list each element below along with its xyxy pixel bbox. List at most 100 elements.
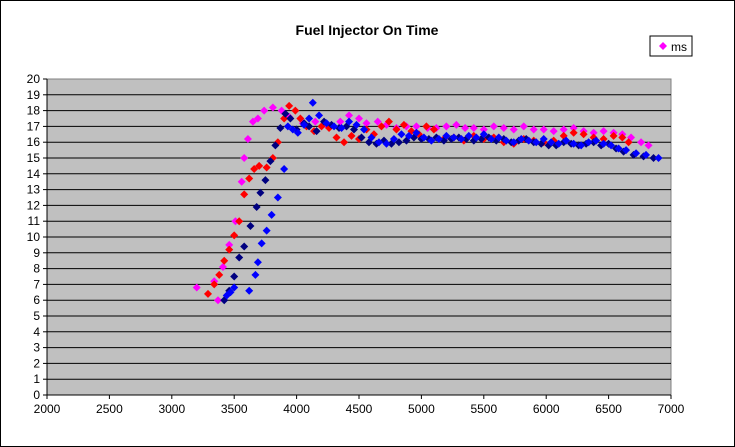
y-tick-label: 4 bbox=[33, 325, 40, 339]
x-tick-label: 4000 bbox=[283, 402, 310, 416]
data-point bbox=[559, 125, 568, 134]
data-point bbox=[235, 253, 244, 262]
data-point bbox=[240, 154, 249, 162]
data-point bbox=[332, 133, 341, 142]
data-point bbox=[291, 106, 300, 115]
data-point bbox=[549, 127, 558, 136]
x-tick-label: 2000 bbox=[34, 402, 61, 416]
data-point bbox=[607, 141, 616, 150]
data-point bbox=[347, 131, 356, 140]
data-point bbox=[547, 138, 556, 147]
data-point bbox=[524, 136, 533, 145]
data-point bbox=[649, 154, 658, 162]
data-point bbox=[253, 114, 262, 123]
data-point bbox=[434, 135, 443, 144]
data-points bbox=[192, 98, 663, 305]
data-point bbox=[226, 288, 235, 297]
data-point bbox=[322, 119, 331, 128]
data-point bbox=[240, 190, 249, 199]
data-point bbox=[373, 117, 382, 126]
data-point bbox=[502, 136, 511, 145]
data-point bbox=[312, 127, 321, 136]
data-point bbox=[442, 131, 451, 140]
data-point bbox=[519, 122, 528, 131]
data-point bbox=[337, 123, 346, 132]
data-point bbox=[614, 144, 623, 153]
data-point bbox=[487, 135, 496, 144]
data-point bbox=[412, 128, 421, 137]
data-point bbox=[469, 123, 478, 132]
data-point bbox=[394, 138, 403, 147]
data-point bbox=[489, 122, 498, 131]
data-point bbox=[218, 263, 227, 272]
data-point bbox=[285, 101, 294, 110]
data-point bbox=[262, 163, 271, 172]
data-point bbox=[449, 133, 458, 142]
data-point bbox=[422, 122, 431, 131]
y-tick-label: 16 bbox=[27, 135, 41, 149]
data-point bbox=[245, 286, 254, 295]
x-tick-label: 3500 bbox=[221, 402, 248, 416]
y-tick-label: 5 bbox=[33, 309, 40, 323]
y-tick-label: 0 bbox=[33, 388, 40, 402]
data-point bbox=[330, 122, 339, 131]
data-point bbox=[257, 239, 266, 248]
data-point bbox=[592, 136, 601, 145]
data-point bbox=[280, 165, 289, 174]
data-point bbox=[245, 174, 254, 183]
x-tick-label: 6500 bbox=[595, 402, 622, 416]
data-point bbox=[452, 120, 461, 129]
data-point bbox=[362, 119, 371, 128]
data-point bbox=[215, 270, 224, 279]
data-point bbox=[230, 231, 239, 240]
data-point bbox=[250, 165, 259, 174]
y-tick-label: 2 bbox=[33, 356, 40, 370]
data-point bbox=[599, 139, 608, 148]
x-tick-label: 2500 bbox=[96, 402, 123, 416]
data-point bbox=[539, 125, 548, 134]
data-point bbox=[569, 128, 578, 137]
y-tick-label: 10 bbox=[27, 230, 41, 244]
data-point bbox=[230, 283, 239, 292]
data-point bbox=[286, 114, 295, 123]
legend-label: ms bbox=[671, 40, 687, 54]
data-point bbox=[357, 133, 366, 142]
x-tick-label: 5500 bbox=[470, 402, 497, 416]
data-point bbox=[412, 122, 421, 131]
data-point bbox=[367, 133, 376, 142]
data-point bbox=[283, 122, 292, 131]
y-tick-label: 6 bbox=[33, 293, 40, 307]
data-point bbox=[532, 138, 541, 147]
data-point bbox=[637, 138, 646, 147]
data-point bbox=[262, 226, 271, 235]
data-point bbox=[252, 202, 261, 211]
y-tick-label: 1 bbox=[33, 372, 40, 386]
data-point bbox=[305, 114, 314, 123]
data-point bbox=[345, 111, 354, 120]
data-point bbox=[225, 240, 234, 249]
data-point bbox=[248, 117, 257, 126]
data-point bbox=[479, 130, 488, 139]
data-point bbox=[479, 125, 488, 134]
data-point bbox=[345, 117, 354, 126]
data-point bbox=[554, 139, 563, 148]
data-point bbox=[499, 123, 508, 132]
data-point bbox=[632, 149, 641, 158]
data-point bbox=[399, 120, 408, 129]
data-point bbox=[429, 125, 438, 134]
y-tick-label: 9 bbox=[33, 246, 40, 260]
y-tick-label: 18 bbox=[27, 104, 41, 118]
data-point bbox=[389, 135, 398, 144]
data-point bbox=[300, 120, 309, 129]
legend: ms bbox=[649, 35, 693, 57]
data-point bbox=[355, 114, 363, 123]
y-tick-label: 7 bbox=[33, 277, 40, 291]
data-point bbox=[539, 135, 548, 144]
data-point bbox=[203, 289, 212, 298]
legend-marker-icon bbox=[659, 42, 667, 50]
data-point bbox=[266, 157, 275, 166]
x-axis: 2000 2500 3000 3500 4000 4500 5000 5500 6000 6500… bbox=[34, 394, 685, 416]
data-point bbox=[599, 127, 608, 136]
data-point bbox=[529, 125, 538, 134]
data-point bbox=[457, 135, 466, 144]
